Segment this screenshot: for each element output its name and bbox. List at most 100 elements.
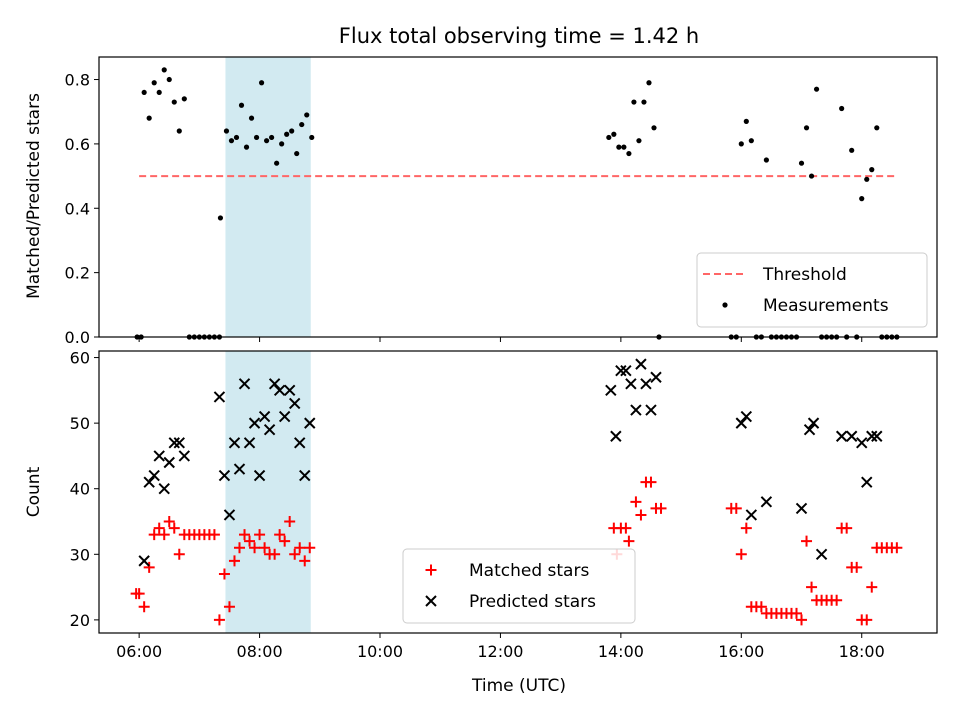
top-point-dot <box>304 112 310 118</box>
top-point-dot <box>289 128 295 134</box>
top-point-dot <box>763 157 769 163</box>
bottom-point-plus <box>153 522 165 534</box>
bottom-point-plus <box>213 614 225 626</box>
top-axes-frame <box>98 56 938 338</box>
legend-label: Predicted stars <box>469 592 596 612</box>
bottom-legend-box <box>402 548 636 624</box>
bottom-point-x <box>304 417 316 429</box>
x-tick-label: 12:00 <box>477 642 523 661</box>
bottom-point-x <box>835 430 848 442</box>
bottom-point-x <box>158 483 170 495</box>
top-point-dot <box>738 141 744 147</box>
top-highlight-span <box>225 57 311 337</box>
bottom-point-plus <box>755 601 767 613</box>
bottom-point-plus <box>223 601 235 613</box>
top-point-dot <box>146 115 152 121</box>
bottom-y-tick-label: 60 <box>70 349 90 368</box>
bottom-point-x <box>645 404 657 416</box>
top-point-dot <box>651 125 657 131</box>
bottom-point-plus <box>806 581 818 593</box>
bottom-point-plus <box>891 542 903 554</box>
bottom-point-x <box>163 456 175 469</box>
bottom-panel-y-axis-label: Count <box>24 466 44 517</box>
legend-plus-swatch <box>425 564 437 576</box>
x-axis-label: Time (UTC) <box>471 676 566 696</box>
top-point-dot <box>253 134 260 141</box>
bottom-point-x <box>238 378 251 390</box>
bottom-point-x <box>740 410 753 423</box>
bottom-point-plus <box>735 548 747 560</box>
bottom-point-x <box>278 410 291 423</box>
top-point-dot <box>181 96 187 102</box>
bottom-point-x <box>173 437 185 449</box>
top-legend: Threshold Measurements <box>696 252 928 328</box>
top-point-dot <box>803 125 810 131</box>
top-point-dot <box>264 138 270 144</box>
bottom-point-plus <box>274 529 286 541</box>
bottom-point-x <box>735 417 748 429</box>
bottom-point-x <box>138 555 150 567</box>
legend-label: Measurements <box>763 296 889 316</box>
bottom-point-plus <box>866 581 878 593</box>
bottom-point-x <box>213 391 226 403</box>
bottom-y-tick-label: 20 <box>70 611 90 630</box>
top-y-tick-label: 0.2 <box>65 264 90 283</box>
bottom-point-plus <box>158 529 170 541</box>
bottom-point-x <box>233 463 246 475</box>
legend-label: Threshold <box>762 265 847 285</box>
top-point-dot <box>269 134 275 141</box>
bottom-point-x <box>640 378 652 390</box>
bottom-point-x <box>815 548 828 561</box>
bottom-point-plus <box>790 607 802 619</box>
bottom-point-x <box>620 364 632 377</box>
bottom-point-plus <box>861 614 873 626</box>
top-point-dot <box>156 89 162 96</box>
top-point-dot <box>636 138 642 144</box>
top-point-dot <box>859 196 865 202</box>
bottom-point-plus <box>740 522 752 534</box>
bottom-y-tick-label: 30 <box>70 545 90 564</box>
bottom-point-plus <box>234 542 246 554</box>
top-point-dot <box>631 99 637 105</box>
bottom-axes-frame <box>98 350 938 634</box>
top-point-dot <box>274 160 280 166</box>
bottom-point-plus <box>254 529 266 541</box>
top-legend-box <box>696 252 928 328</box>
top-point-dot <box>309 134 315 141</box>
bottom-point-x <box>248 417 261 429</box>
x-tick-label: 10:00 <box>357 642 403 661</box>
bottom-point-plus <box>284 516 296 528</box>
top-point-dot <box>641 99 647 105</box>
bottom-point-x <box>795 502 808 515</box>
bottom-point-x <box>148 469 160 482</box>
top-point-dot <box>294 150 300 157</box>
bottom-highlight-span <box>225 351 311 633</box>
top-point-dot <box>284 131 290 137</box>
bottom-point-x <box>263 423 276 436</box>
bottom-point-plus <box>304 542 316 554</box>
top-panel-y-axis-label: Matched/Predicted stars <box>24 93 44 299</box>
bottom-point-plus <box>620 522 632 534</box>
top-panel: 0.0 0.2 0.4 0.6 0.8 Threshold Measurements <box>65 56 938 347</box>
bottom-point-plus <box>841 522 853 534</box>
bottom-series-plus <box>130 476 903 626</box>
legend-label: Matched stars <box>469 561 589 581</box>
chart-title: Flux total observing time = 1.42 h <box>339 24 699 48</box>
top-y-tick-label: 0.4 <box>65 199 90 218</box>
bottom-point-x <box>283 384 296 397</box>
bottom-point-x <box>168 437 180 449</box>
bottom-point-x <box>615 364 627 377</box>
top-point-dot <box>258 80 265 86</box>
top-point-dot <box>808 173 815 179</box>
bottom-point-plus <box>163 516 175 528</box>
top-point-dot <box>849 147 855 153</box>
top-point-dot <box>233 134 240 141</box>
bottom-point-x <box>223 509 236 521</box>
top-point-dot <box>646 80 652 86</box>
top-point-dot <box>228 138 235 144</box>
bottom-point-plus <box>143 561 155 573</box>
x-tick-label: 08:00 <box>237 642 283 661</box>
bottom-point-x <box>745 509 758 521</box>
bottom-legend: Matched stars Predicted stars <box>402 548 636 624</box>
top-point-dot <box>611 131 617 137</box>
